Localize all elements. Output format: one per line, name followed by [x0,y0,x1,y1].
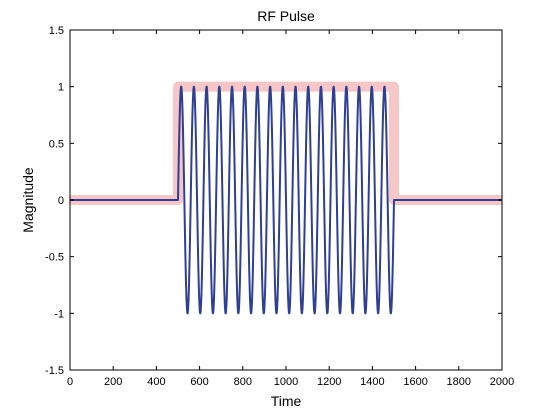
y-axis-title: Magnitude [20,167,36,233]
y-tick-label: 1 [58,82,64,94]
x-tick-label: 400 [147,376,165,388]
x-tick-label: 200 [104,376,122,388]
rf-signal-line [70,85,502,315]
y-tick-label: -1 [54,308,64,320]
x-tick-label: 800 [234,376,252,388]
chart-title: RF Pulse [257,8,315,24]
y-axis: -1.5 -1 -0.5 0 0.5 1 1.5 [45,25,502,377]
x-axis: 0 200 400 600 800 1000 1200 1400 1600 1800 2000 [67,30,514,388]
x-tick-label: 2000 [490,376,514,388]
series-layer [70,81,502,315]
x-tick-label: 0 [67,376,73,388]
x-tick-label: 1400 [360,376,384,388]
x-tick-label: 600 [190,376,208,388]
y-tick-label: 0 [58,195,64,207]
x-axis-title: Time [271,393,302,409]
x-tick-label: 1000 [274,376,298,388]
y-tick-label: 1.5 [49,25,64,37]
y-tick-label: -1.5 [45,365,64,377]
x-tick-label: 1600 [403,376,427,388]
y-tick-label: 0.5 [49,138,64,150]
y-tick-label: -0.5 [45,252,64,264]
x-tick-label: 1800 [447,376,471,388]
x-tick-label: 1200 [317,376,341,388]
